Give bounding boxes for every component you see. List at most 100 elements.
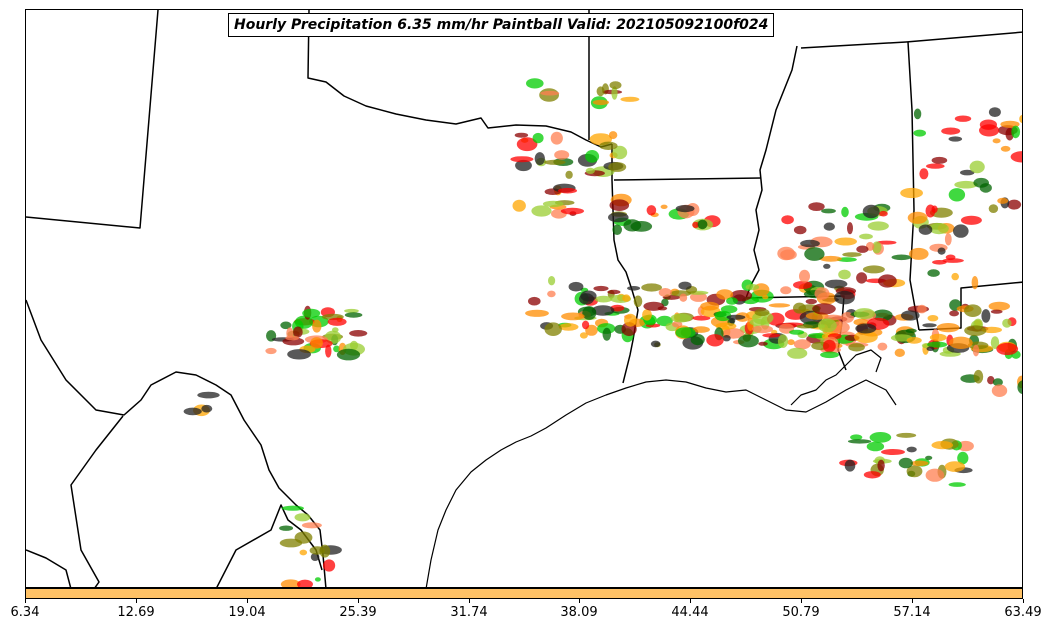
- precip-blob: [796, 324, 813, 329]
- border-mexico-east: [26, 299, 327, 587]
- precip-blob: [919, 168, 929, 180]
- precip-blob: [793, 302, 806, 314]
- precip-blob: [714, 310, 732, 322]
- precip-blob: [745, 284, 760, 291]
- precip-blob: [823, 339, 836, 353]
- precip-blob: [197, 391, 220, 399]
- precip-blob: [609, 81, 622, 90]
- precip-blob: [799, 269, 810, 283]
- colorbar-tick-mark: [579, 599, 580, 603]
- border-mexico-interior: [70, 415, 124, 587]
- precip-blob: [992, 378, 1003, 387]
- precip-blob: [789, 329, 805, 335]
- precip-blob: [931, 441, 954, 450]
- precip-blob: [608, 131, 618, 140]
- precip-blob: [913, 108, 922, 120]
- precip-blob: [838, 269, 851, 280]
- precip-blob: [834, 237, 857, 246]
- precip-blob: [532, 132, 544, 144]
- precip-blob: [700, 301, 720, 311]
- precip-blob: [579, 293, 594, 305]
- precip-blob: [929, 223, 949, 235]
- precip-blob: [591, 305, 615, 316]
- precip-blob: [988, 301, 1010, 311]
- precip-blob: [323, 559, 336, 572]
- precip-blob: [516, 137, 538, 152]
- precip-blob: [954, 180, 978, 189]
- colorbar-tick-label: 25.39: [339, 605, 377, 620]
- precip-blob: [1022, 381, 1023, 391]
- precip-blob: [931, 205, 938, 213]
- precip-blob: [660, 204, 668, 209]
- precip-blob: [297, 579, 313, 587]
- precip-blob: [819, 255, 842, 262]
- precip-blob: [1019, 114, 1022, 124]
- precip-blob: [641, 283, 662, 292]
- precip-blob: [327, 317, 347, 326]
- precip-blob: [879, 210, 888, 217]
- precip-blob: [560, 207, 585, 215]
- precip-blob: [929, 333, 947, 342]
- precip-blob: [602, 327, 612, 341]
- precip-blob: [609, 199, 630, 211]
- precip-blob: [969, 160, 985, 174]
- precip-blob: [525, 309, 549, 317]
- precip-blob: [906, 337, 922, 344]
- precip-blob: [988, 107, 1001, 117]
- precip-blob: [867, 221, 889, 231]
- precip-blob: [762, 333, 781, 338]
- precip-blob: [692, 326, 710, 333]
- precip-blob: [309, 546, 325, 555]
- precip-blob: [823, 222, 835, 231]
- precip-blob: [853, 308, 876, 320]
- precip-blob: [945, 254, 956, 261]
- precip-blob: [918, 224, 933, 235]
- precip-blob: [777, 334, 789, 349]
- colorbar-tick-label: 12.69: [117, 605, 155, 620]
- precip-blob: [925, 468, 945, 482]
- precip-blob: [692, 221, 699, 229]
- precip-blob: [643, 301, 664, 311]
- precip-blob: [299, 549, 308, 556]
- map-panel: [25, 9, 1023, 588]
- precip-blob: [949, 310, 959, 317]
- precip-blob: [542, 200, 564, 208]
- precip-blob: [787, 339, 795, 346]
- colorbar-tick-mark: [801, 599, 802, 603]
- precip-blob: [312, 319, 322, 333]
- precip-blob: [561, 312, 585, 321]
- precip-blob: [599, 141, 618, 150]
- precip-blob: [866, 441, 885, 452]
- precip-blob: [927, 341, 948, 348]
- precip-blob: [944, 233, 952, 246]
- precip-blob: [768, 303, 791, 308]
- map-title: Hourly Precipitation 6.35 mm/hr Paintbal…: [228, 13, 775, 37]
- precip-blob: [941, 127, 961, 135]
- precip-blob: [862, 204, 880, 219]
- precip-blob: [592, 99, 610, 106]
- precip-blob: [624, 313, 637, 327]
- precip-blob: [510, 156, 534, 163]
- precip-blob: [325, 344, 332, 358]
- precip-blob: [265, 347, 277, 355]
- colorbar-tick-label: 19.04: [228, 605, 266, 620]
- precip-blob: [973, 369, 984, 384]
- precip-blob: [856, 272, 868, 284]
- precip-blob: [534, 152, 545, 166]
- colorbar-tick-mark: [25, 599, 26, 603]
- precip-blob: [582, 320, 590, 330]
- precip-blob: [515, 159, 532, 172]
- precip-blob: [280, 579, 301, 587]
- colorbar-tick-label: 6.34: [10, 605, 40, 620]
- precip-blob: [927, 315, 939, 322]
- precip-blob: [540, 90, 560, 96]
- precip-blob: [302, 308, 321, 318]
- precip-blob: [855, 323, 877, 334]
- precip-blob: [1010, 151, 1022, 163]
- precip-blob: [670, 313, 691, 323]
- precip-blob: [913, 129, 926, 137]
- precip-blob: [927, 269, 940, 277]
- precip-blob: [332, 327, 339, 333]
- precip-blob: [818, 318, 837, 333]
- precip-blob: [585, 167, 595, 174]
